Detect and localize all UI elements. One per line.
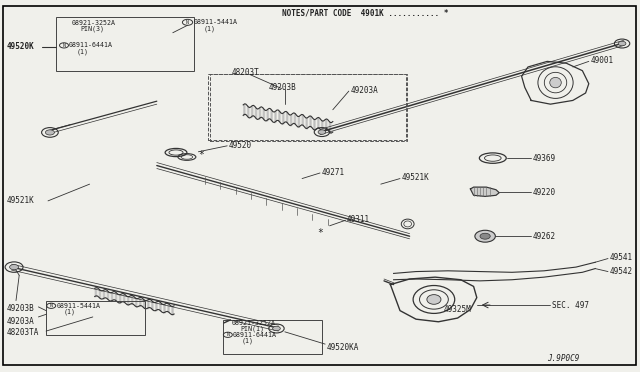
Circle shape (273, 326, 280, 331)
Text: N: N (63, 43, 65, 48)
Ellipse shape (550, 77, 561, 88)
Text: 49520: 49520 (228, 141, 252, 150)
Circle shape (475, 230, 495, 242)
Text: N: N (186, 20, 189, 25)
Text: N: N (227, 332, 229, 337)
Text: 49203B: 49203B (6, 304, 34, 312)
Text: 49541: 49541 (609, 253, 632, 262)
Text: 49262: 49262 (532, 232, 556, 241)
Text: 49311: 49311 (347, 215, 370, 224)
Text: 49001: 49001 (591, 56, 614, 65)
Text: (1): (1) (242, 337, 254, 344)
Text: J.9P0C9: J.9P0C9 (547, 355, 580, 363)
Text: PIN(3): PIN(3) (80, 26, 104, 32)
Text: (1): (1) (77, 48, 89, 55)
Text: SEC. 497: SEC. 497 (552, 301, 589, 310)
Text: 49369: 49369 (532, 154, 556, 163)
Text: 49220: 49220 (532, 188, 556, 197)
Text: 48203T: 48203T (232, 68, 259, 77)
Text: 49203A: 49203A (351, 86, 378, 94)
Bar (223, 320, 322, 354)
Circle shape (480, 233, 490, 239)
Text: PIN(1): PIN(1) (240, 325, 264, 332)
Text: 49520KA: 49520KA (326, 343, 359, 352)
Text: 08911-6441A: 08911-6441A (69, 42, 113, 48)
Text: 08911-6441A: 08911-6441A (233, 332, 277, 338)
Text: N: N (50, 303, 52, 308)
Text: 49203B: 49203B (269, 83, 296, 92)
Polygon shape (470, 187, 499, 196)
Text: 49271: 49271 (321, 168, 344, 177)
Text: 49325M: 49325M (444, 305, 471, 314)
Circle shape (10, 264, 19, 270)
Text: *: * (198, 151, 204, 160)
Bar (46, 301, 145, 335)
Circle shape (45, 130, 54, 135)
Text: 49542: 49542 (609, 267, 632, 276)
Bar (56, 17, 194, 71)
Text: 08921-3252A: 08921-3252A (232, 320, 276, 326)
Bar (208, 74, 406, 140)
Text: *: * (317, 228, 323, 237)
Circle shape (318, 130, 326, 134)
Text: 08921-3252A: 08921-3252A (72, 20, 116, 26)
Circle shape (618, 41, 626, 46)
Text: (1): (1) (64, 308, 76, 315)
Bar (210, 74, 407, 141)
Text: 48203TA: 48203TA (6, 328, 39, 337)
Text: 08911-5441A: 08911-5441A (56, 303, 100, 309)
Text: 49520K: 49520K (6, 42, 34, 51)
Text: 49521K: 49521K (401, 173, 429, 182)
Text: NOTES/PART CODE  4901K ........... *: NOTES/PART CODE 4901K ........... * (282, 9, 448, 17)
Text: 49521K: 49521K (6, 196, 34, 205)
Text: 49203A: 49203A (6, 317, 34, 326)
Ellipse shape (427, 295, 441, 304)
Text: 08911-5441A: 08911-5441A (193, 19, 237, 25)
Text: (1): (1) (204, 25, 216, 32)
